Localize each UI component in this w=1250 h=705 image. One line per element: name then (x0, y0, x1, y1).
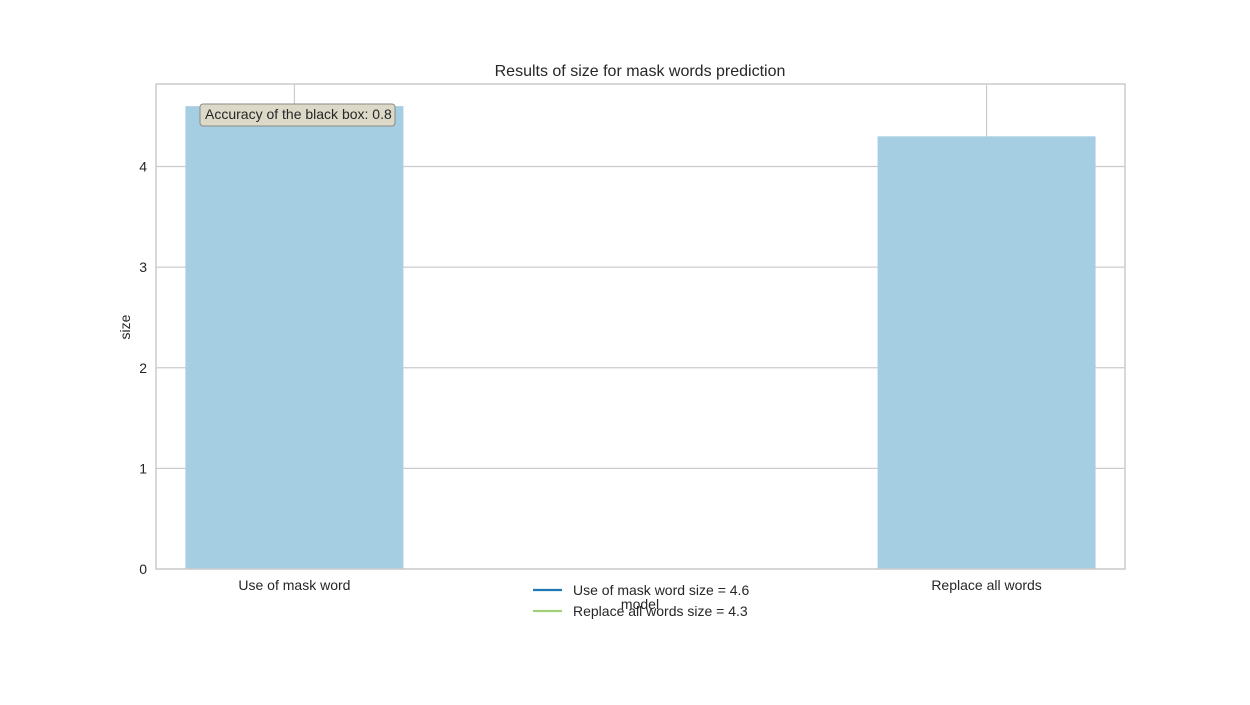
bar (185, 106, 404, 569)
y-axis-label: size (117, 314, 133, 339)
bar (877, 136, 1096, 569)
chart-title: Results of size for mask words predictio… (495, 63, 786, 80)
x-axis-label: model (621, 596, 659, 612)
annotation-text: Accuracy of the black box: 0.8 (205, 106, 392, 122)
x-tick-label: Replace all words (931, 577, 1042, 593)
y-tick-label: 2 (139, 360, 147, 376)
legend: Use of mask word size = 4.6 Replace all w… (533, 582, 749, 619)
y-tick-label: 1 (139, 460, 147, 476)
annotation-background (199, 103, 396, 127)
legend-label: Use of mask word size = 4.6 (573, 582, 749, 598)
plot-frame (155, 83, 1126, 570)
annotation-box: Accuracy of the black box: 0.8 (199, 103, 396, 127)
y-tick-label: 3 (139, 259, 147, 275)
y-tick-label: 0 (139, 561, 147, 577)
legend-label: Replace all words size = 4.3 (573, 603, 748, 619)
ticks-layer: 0 1 2 3 4 Use of mask word Replace all words (139, 159, 1042, 593)
x-tick-label: Use of mask word (238, 577, 350, 593)
bars-layer (185, 106, 1096, 569)
y-tick-label: 4 (139, 159, 147, 175)
